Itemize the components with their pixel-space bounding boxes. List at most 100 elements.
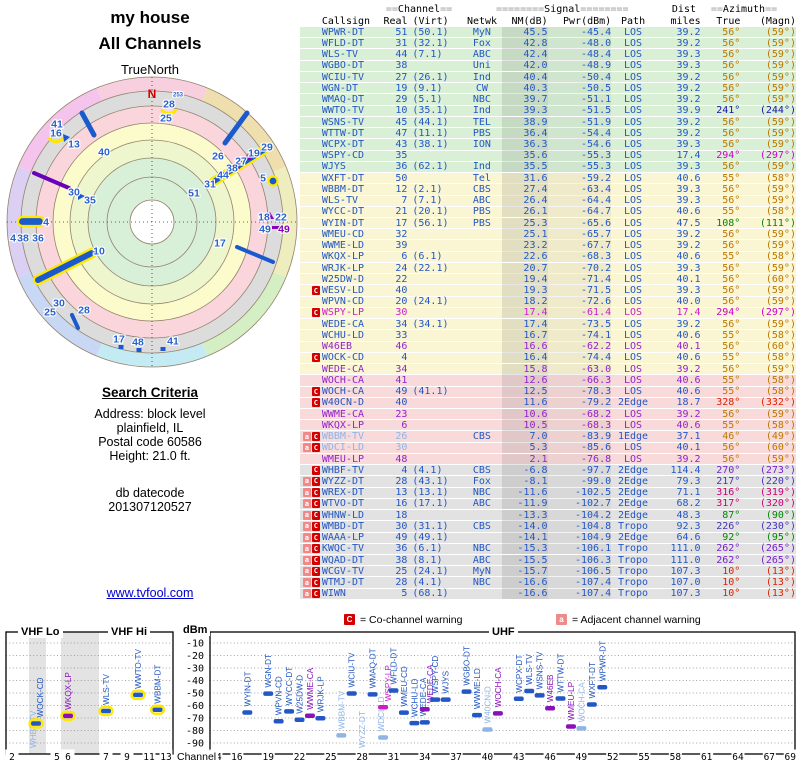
- azimuth-magnetic: (60°): [765, 341, 796, 353]
- azimuth-magnetic: (59°): [765, 408, 796, 420]
- callsign: WBBM-DT: [321, 183, 365, 195]
- co-channel-warning-icon: C: [311, 488, 320, 498]
- distance-miles: 79.3: [676, 476, 701, 487]
- station-marker: [430, 697, 441, 702]
- station-row: WSPY-CD 35 35.6 -55.3 LOS 17.4 294° (297°): [300, 150, 796, 162]
- station-marker: [133, 692, 143, 698]
- distance-miles: 39.2: [676, 82, 701, 94]
- x-tick: 11: [143, 752, 155, 763]
- azimuth-true: 56°: [722, 240, 741, 252]
- path: Tropo: [617, 588, 649, 600]
- azimuth-true: 10°: [722, 577, 741, 589]
- path: LOS: [623, 37, 643, 49]
- callsign: WIWN: [321, 588, 346, 600]
- azimuth-true: 56°: [722, 116, 741, 128]
- real-channel: 6: [401, 419, 408, 431]
- callsign: WQAD-DT: [321, 554, 365, 566]
- signal-strength-chart: -10-20-30-40-50-60-70-80-902 5 6 7 9 11 13WHBF…: [5, 631, 797, 763]
- table-column-headers: Callsign Real (Virt) Netwk NM(dB) Pwr(dBm) Pat…: [300, 15, 796, 27]
- virtual-channel: (4.1): [412, 577, 443, 589]
- path: LOS: [623, 329, 643, 341]
- highlight-arc: [47, 136, 65, 143]
- real-channel: 23: [395, 408, 408, 420]
- azimuth-true: 317°: [716, 498, 741, 510]
- noise-margin: 22.6: [501, 251, 548, 263]
- tvfool-link[interactable]: www.tvfool.com: [106, 586, 194, 600]
- azimuth-true: 56°: [722, 285, 741, 297]
- signal-direction-line: [222, 110, 250, 146]
- station-marker: [419, 720, 430, 725]
- azimuth-true: 262°: [716, 554, 741, 566]
- noise-margin: -8.1: [501, 476, 548, 487]
- azimuth-magnetic: (59°): [765, 82, 796, 94]
- callsign: WYIN-DT: [321, 217, 365, 229]
- station-row: WTTW-DT 47 (11.1) PBS 36.4 -54.4 LOS 39.2 56° (59…: [300, 127, 796, 140]
- station-row: WCPX-DT 43 (38.1) ION 36.3 -54.6 LOS 39.3 56° (59…: [300, 138, 796, 151]
- station-row: a C WIWN 5 (68.1) -16.6 -107.4 Tropo 107.3 10° (13…: [300, 588, 796, 600]
- co-channel-warning-icon: C: [311, 510, 320, 520]
- network: Ind: [472, 71, 491, 83]
- station-row: C WSPY-LP 30 17.4 -61.4 LOS 17.4 294° (297°): [300, 307, 796, 320]
- distance-miles: 39.3: [676, 138, 701, 150]
- radar-channel-label: 17: [214, 238, 226, 250]
- path: LOS: [623, 228, 643, 240]
- x-tick: 46: [544, 752, 556, 763]
- power: -106.3: [547, 554, 612, 566]
- highlight-arc: [160, 108, 178, 115]
- station-row: WKQX-LP 6 10.5 -68.3 LOS 40.6 55° (58°): [300, 419, 796, 432]
- real-channel: 21: [395, 206, 408, 218]
- noise-margin: 25.3: [501, 217, 548, 229]
- station-row: WRJK-LP 24 (22.1) 20.7 -70.2 LOS 39.3 56° (59°): [300, 262, 796, 275]
- analog-marker: [244, 153, 252, 160]
- station-row: WXFT-DT 50 Tel 31.6 -59.2 LOS 40.6 55° (58°): [300, 172, 796, 185]
- real-channel: 38: [395, 60, 408, 72]
- azimuth-true: 241°: [716, 105, 741, 117]
- azimuth-magnetic: (58°): [765, 172, 796, 184]
- azimuth-true: 55°: [722, 374, 741, 386]
- station-marker: [346, 691, 357, 696]
- station-marker: [513, 696, 524, 701]
- noise-margin: 45.5: [501, 26, 548, 38]
- network: ABC: [472, 195, 491, 207]
- distance-miles: 107.3: [670, 565, 701, 577]
- power: -45.4: [547, 26, 612, 38]
- noise-margin: 19.4: [501, 273, 548, 285]
- path: LOS: [623, 341, 643, 353]
- distance-miles: 39.2: [676, 453, 701, 465]
- azimuth-true: 55°: [722, 329, 741, 341]
- co-channel-warning-icon: C: [344, 614, 355, 625]
- callsign: WCGV-TV: [321, 565, 365, 577]
- real-channel: 50: [395, 172, 408, 184]
- station-label: WHBF-TV: [29, 710, 38, 748]
- station-marker: [482, 727, 493, 732]
- azimuth-true: 56°: [722, 442, 741, 454]
- power: -107.4: [547, 588, 612, 600]
- search-address-line: Address: block level: [94, 407, 206, 421]
- distance-miles: 111.0: [670, 543, 701, 555]
- search-postal-line: Postal code 60586: [98, 435, 202, 449]
- power: -107.4: [547, 577, 612, 589]
- virtual-channel: (24.1): [412, 565, 449, 577]
- arrow-icon: [63, 134, 70, 142]
- noise-margin: 26.1: [501, 206, 548, 218]
- virtual-channel: (17.1): [412, 498, 449, 510]
- netwk-col-header: Netwk: [466, 15, 498, 27]
- azimuth-true: 56°: [722, 273, 741, 285]
- power: -104.9: [547, 532, 612, 544]
- radar-channel-label: 38: [17, 233, 29, 245]
- radar-channel-label: 40: [98, 147, 110, 159]
- uhf-title: UHF: [489, 626, 518, 638]
- callsign: WKQX-LP: [321, 251, 365, 263]
- power: -61.4: [547, 307, 612, 319]
- distance-miles: 111.0: [670, 554, 701, 566]
- noise-margin: 17.4: [501, 318, 548, 330]
- real-channel: 29: [395, 94, 408, 106]
- station-marker: [294, 717, 305, 722]
- real-channel: 28: [395, 577, 408, 589]
- azimuth-true: 56°: [722, 71, 741, 83]
- network: NBC: [472, 94, 491, 106]
